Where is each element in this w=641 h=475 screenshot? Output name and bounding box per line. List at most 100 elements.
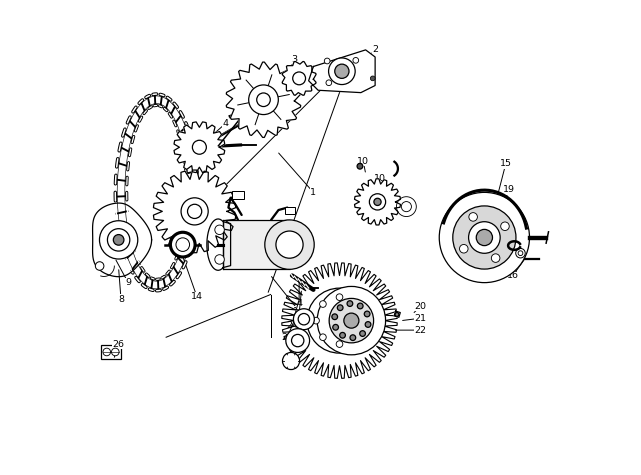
Circle shape [353, 301, 360, 307]
Circle shape [337, 305, 343, 311]
Text: 15: 15 [500, 160, 512, 168]
Circle shape [276, 231, 303, 258]
Text: 4: 4 [222, 119, 228, 128]
Circle shape [324, 58, 330, 64]
Circle shape [516, 248, 525, 258]
FancyBboxPatch shape [101, 345, 121, 359]
Circle shape [501, 222, 509, 230]
Polygon shape [282, 61, 316, 95]
Text: 22: 22 [414, 326, 426, 334]
Circle shape [96, 262, 104, 270]
Circle shape [347, 301, 353, 306]
Circle shape [369, 194, 386, 210]
Circle shape [336, 341, 343, 347]
Text: 13: 13 [293, 307, 305, 315]
Circle shape [329, 311, 349, 331]
Circle shape [103, 348, 110, 356]
Polygon shape [394, 311, 400, 317]
Circle shape [401, 201, 412, 212]
Circle shape [469, 213, 478, 221]
Circle shape [336, 294, 343, 301]
Text: 19: 19 [503, 186, 515, 194]
Circle shape [292, 334, 304, 347]
Circle shape [350, 335, 356, 341]
Text: 17: 17 [501, 259, 513, 268]
Circle shape [453, 206, 516, 269]
Circle shape [518, 251, 523, 256]
Circle shape [298, 314, 310, 325]
Circle shape [320, 301, 326, 307]
Text: 2: 2 [372, 46, 378, 54]
Circle shape [396, 197, 416, 217]
Text: 7: 7 [165, 238, 172, 247]
Text: 10: 10 [374, 174, 386, 182]
Circle shape [256, 93, 271, 106]
Circle shape [370, 76, 375, 81]
Circle shape [320, 334, 326, 341]
Circle shape [171, 232, 195, 257]
Circle shape [329, 298, 374, 343]
Text: 23: 23 [293, 309, 305, 318]
Circle shape [439, 192, 529, 283]
Polygon shape [354, 179, 401, 225]
Circle shape [326, 80, 331, 86]
Text: 4: 4 [296, 300, 302, 308]
Circle shape [176, 238, 190, 251]
Circle shape [112, 348, 119, 356]
Text: 10: 10 [357, 157, 369, 166]
Text: 6: 6 [196, 212, 203, 220]
Text: 24: 24 [286, 321, 298, 330]
FancyBboxPatch shape [223, 220, 290, 269]
Text: 3: 3 [291, 55, 297, 64]
Circle shape [99, 221, 138, 259]
Circle shape [365, 322, 371, 327]
Circle shape [188, 204, 202, 218]
Circle shape [192, 140, 206, 154]
Circle shape [344, 313, 359, 328]
Circle shape [332, 314, 338, 320]
Text: 20: 20 [414, 302, 426, 311]
Circle shape [293, 72, 306, 85]
FancyBboxPatch shape [232, 191, 244, 200]
Circle shape [374, 198, 381, 206]
Circle shape [340, 332, 345, 338]
Circle shape [294, 309, 314, 330]
Polygon shape [226, 62, 301, 137]
Circle shape [283, 352, 299, 370]
Circle shape [307, 288, 372, 353]
Circle shape [215, 225, 224, 235]
Text: 12: 12 [383, 198, 395, 206]
Circle shape [357, 303, 363, 309]
FancyBboxPatch shape [285, 207, 295, 214]
Circle shape [476, 229, 492, 246]
Circle shape [360, 317, 366, 324]
Polygon shape [207, 219, 231, 270]
Circle shape [286, 329, 310, 352]
Polygon shape [174, 122, 225, 172]
Circle shape [333, 324, 338, 330]
Text: 21: 21 [414, 314, 426, 323]
Polygon shape [282, 263, 397, 379]
Text: 11: 11 [379, 186, 390, 194]
Circle shape [353, 334, 360, 341]
Circle shape [364, 311, 370, 317]
Circle shape [469, 222, 500, 253]
Circle shape [249, 85, 278, 114]
Circle shape [492, 254, 500, 262]
Circle shape [460, 245, 468, 253]
Text: 9: 9 [125, 278, 131, 287]
Polygon shape [121, 100, 192, 285]
Polygon shape [153, 170, 236, 253]
Text: 1: 1 [310, 188, 317, 197]
Circle shape [357, 163, 363, 169]
Circle shape [360, 331, 365, 336]
Circle shape [108, 228, 130, 251]
Polygon shape [308, 50, 375, 93]
Text: 5: 5 [178, 226, 183, 235]
Circle shape [353, 57, 358, 63]
Circle shape [329, 58, 355, 85]
Circle shape [113, 235, 124, 245]
Text: 8: 8 [118, 295, 124, 304]
Circle shape [335, 64, 349, 78]
Circle shape [265, 220, 314, 269]
